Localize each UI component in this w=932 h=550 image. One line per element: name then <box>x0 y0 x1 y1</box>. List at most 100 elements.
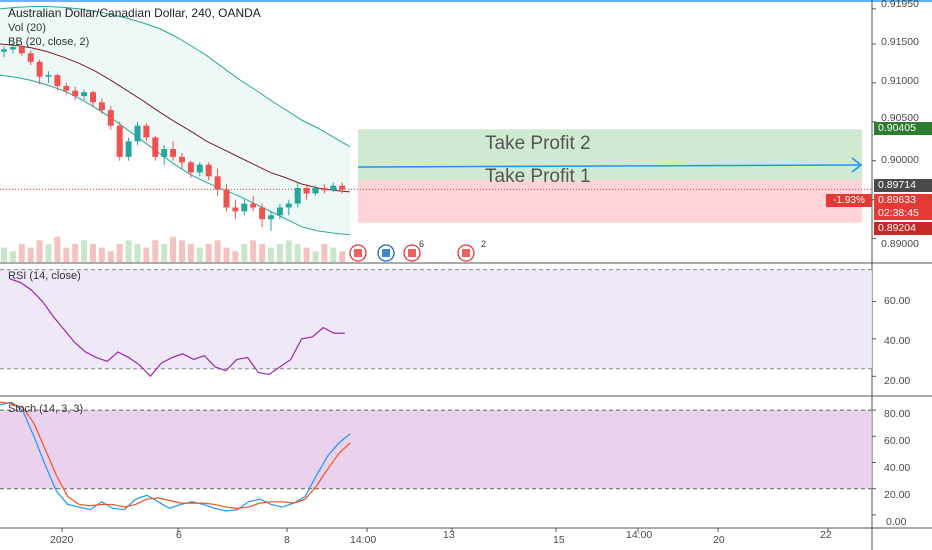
volume-bar <box>90 244 96 262</box>
candle-body <box>187 162 194 173</box>
bollinger-legend: BB (20, close, 2) <box>8 36 90 48</box>
volume-bar <box>250 240 257 262</box>
stoch-tick: 0.00 <box>886 516 907 528</box>
candle-body <box>143 125 150 138</box>
take-profit-2-label: Take Profit 2 <box>485 133 591 154</box>
volume-bar <box>81 240 88 262</box>
volume-bar <box>107 251 114 262</box>
stoch-d-line <box>0 401 351 509</box>
candle-body <box>294 188 301 204</box>
price-tick: 0.91500 <box>881 36 919 48</box>
volume-bar <box>134 244 141 262</box>
candle-body <box>63 85 70 91</box>
stoch-tick: 80.00 <box>884 408 911 420</box>
current-price-tag: 0.89633 <box>874 194 932 207</box>
time-tick: 14:00 <box>626 529 653 541</box>
change-percent-badge: -1.93% <box>826 194 872 207</box>
volume-bar <box>125 240 132 262</box>
volume-bar <box>54 236 61 262</box>
stoch-tick: 20.00 <box>884 489 911 501</box>
rsi-tick: 20.00 <box>884 375 911 387</box>
volume-bar <box>63 247 70 262</box>
candle-body <box>45 75 52 77</box>
volume-bar <box>36 240 43 262</box>
volume-bar <box>179 240 185 262</box>
target-arrow-head <box>851 157 863 173</box>
event-flag-icon <box>382 249 390 257</box>
stoch-tick: 60.00 <box>884 435 911 447</box>
volume-bar <box>276 244 283 262</box>
symbol-title: Australian Dollar/Canadian Dollar, 240, … <box>8 6 261 20</box>
time-tick: 14:00 <box>350 534 377 546</box>
candle-body <box>268 215 274 220</box>
volume-bar <box>330 247 337 262</box>
candle-body <box>259 207 266 220</box>
candle-body <box>179 156 185 163</box>
stoch-tick: 40.00 <box>884 462 911 474</box>
candle-body <box>98 102 105 111</box>
volume-bar <box>268 247 274 262</box>
candle-body <box>125 141 132 157</box>
event-badge-count: 2 <box>481 239 487 249</box>
rsi-tick: 40.00 <box>884 335 911 347</box>
candle-body <box>90 92 96 103</box>
time-tick: 13 <box>443 529 455 541</box>
candle-body <box>9 47 16 50</box>
candle-body <box>223 189 230 208</box>
time-tick: 6 <box>176 529 182 541</box>
volume-bar <box>116 244 123 262</box>
rsi-legend: RSI (14, close) <box>8 270 81 282</box>
price-tick: 0.89000 <box>881 238 919 250</box>
candle-body <box>196 164 203 173</box>
candle-body <box>276 207 283 216</box>
volume-bar <box>152 240 159 262</box>
volume-bar <box>285 240 292 262</box>
candle-body <box>321 188 328 191</box>
candle-body <box>303 188 310 194</box>
candle-body <box>72 90 79 97</box>
take-profit-price-tag: 0.90405 <box>874 122 932 135</box>
bar-countdown: 02:38:45 <box>874 207 932 220</box>
volume-bar <box>18 244 25 262</box>
price-tick: 0.90500 <box>881 112 919 124</box>
candle-body <box>161 149 168 157</box>
volume-bar <box>294 244 301 262</box>
volume-bar <box>241 244 248 262</box>
candle-body <box>81 92 88 97</box>
volume-bar <box>232 251 239 262</box>
rsi-line <box>9 278 345 378</box>
take-profit-zone <box>358 129 862 181</box>
target-arrow-line <box>357 164 861 168</box>
event-badge-count: 6 <box>419 239 425 249</box>
volume-legend: Vol (20) <box>8 22 46 34</box>
volume-bar <box>321 244 328 262</box>
stop-loss-price-tag: 0.89204 <box>874 222 932 235</box>
candle-body <box>330 185 337 191</box>
rsi-band <box>0 269 872 369</box>
event-flag-icon <box>408 249 416 257</box>
volume-bar <box>161 244 168 262</box>
candle-body <box>170 149 177 157</box>
candle-body <box>18 47 25 54</box>
bollinger-lower <box>0 74 350 236</box>
candle-body <box>205 164 212 177</box>
candle-body <box>214 176 221 190</box>
time-tick: 2020 <box>50 534 74 546</box>
volume-bar <box>303 247 310 262</box>
candle-body <box>250 203 257 208</box>
volume-bar <box>339 251 346 262</box>
candle-body <box>339 185 346 190</box>
volume-bar <box>98 247 105 262</box>
candle-body <box>116 125 123 157</box>
bollinger-band-fill <box>0 6 350 235</box>
candle-body <box>134 125 141 142</box>
candle-body <box>107 110 114 126</box>
volume-bar <box>45 244 52 262</box>
time-tick: 15 <box>553 534 565 546</box>
time-tick: 20 <box>713 534 725 546</box>
event-flag-icon <box>462 249 470 257</box>
candle-body <box>27 53 34 62</box>
volume-bar <box>187 244 194 262</box>
